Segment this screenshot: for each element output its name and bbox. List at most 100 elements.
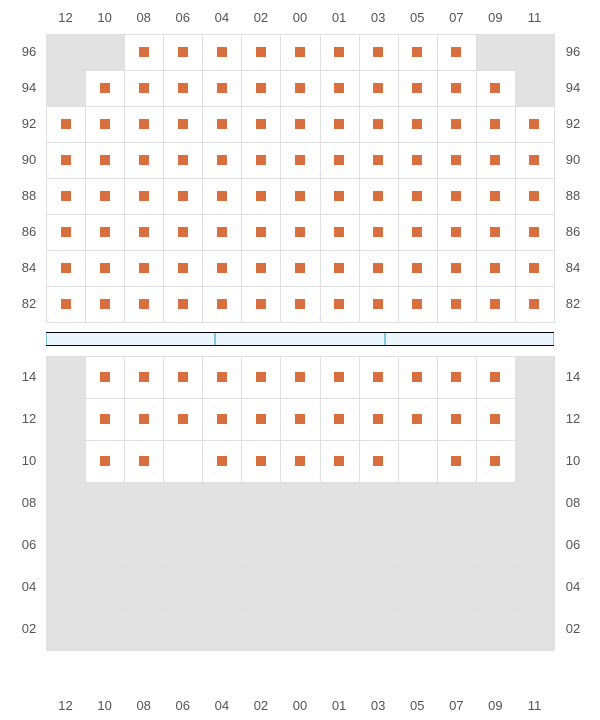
seat-marker[interactable] bbox=[373, 47, 383, 57]
seat-marker[interactable] bbox=[217, 119, 227, 129]
seat-marker[interactable] bbox=[334, 191, 344, 201]
seat-marker[interactable] bbox=[490, 227, 500, 237]
seat-marker[interactable] bbox=[295, 456, 305, 466]
seat-marker[interactable] bbox=[295, 263, 305, 273]
seat-marker[interactable] bbox=[451, 414, 461, 424]
seat-marker[interactable] bbox=[373, 456, 383, 466]
seat-marker[interactable] bbox=[178, 227, 188, 237]
seat-marker[interactable] bbox=[100, 456, 110, 466]
seat-marker[interactable] bbox=[61, 155, 71, 165]
seat-marker[interactable] bbox=[490, 372, 500, 382]
seat-marker[interactable] bbox=[178, 263, 188, 273]
seat-marker[interactable] bbox=[100, 299, 110, 309]
seat-marker[interactable] bbox=[178, 191, 188, 201]
seat-marker[interactable] bbox=[295, 47, 305, 57]
seat-marker[interactable] bbox=[100, 227, 110, 237]
seat-marker[interactable] bbox=[334, 263, 344, 273]
seat-marker[interactable] bbox=[217, 456, 227, 466]
seat-marker[interactable] bbox=[451, 191, 461, 201]
seat-marker[interactable] bbox=[256, 263, 266, 273]
seat-marker[interactable] bbox=[334, 155, 344, 165]
seat-marker[interactable] bbox=[529, 227, 539, 237]
seat-marker[interactable] bbox=[139, 456, 149, 466]
seat-marker[interactable] bbox=[412, 414, 422, 424]
seat-marker[interactable] bbox=[295, 299, 305, 309]
seat-marker[interactable] bbox=[178, 119, 188, 129]
seat-marker[interactable] bbox=[178, 414, 188, 424]
seat-marker[interactable] bbox=[412, 263, 422, 273]
seat-marker[interactable] bbox=[256, 299, 266, 309]
seat-marker[interactable] bbox=[373, 119, 383, 129]
seat-marker[interactable] bbox=[217, 83, 227, 93]
seat-marker[interactable] bbox=[139, 47, 149, 57]
seat-marker[interactable] bbox=[451, 456, 461, 466]
seat-marker[interactable] bbox=[61, 119, 71, 129]
seat-marker[interactable] bbox=[256, 372, 266, 382]
seat-marker[interactable] bbox=[373, 191, 383, 201]
seat-marker[interactable] bbox=[412, 227, 422, 237]
seat-marker[interactable] bbox=[451, 47, 461, 57]
seat-marker[interactable] bbox=[373, 372, 383, 382]
seat-marker[interactable] bbox=[139, 263, 149, 273]
seat-marker[interactable] bbox=[256, 83, 266, 93]
seat-marker[interactable] bbox=[295, 119, 305, 129]
seat-marker[interactable] bbox=[256, 414, 266, 424]
seat-marker[interactable] bbox=[100, 83, 110, 93]
seat-marker[interactable] bbox=[139, 299, 149, 309]
seat-marker[interactable] bbox=[139, 414, 149, 424]
seat-marker[interactable] bbox=[217, 414, 227, 424]
seat-marker[interactable] bbox=[529, 119, 539, 129]
seat-marker[interactable] bbox=[217, 47, 227, 57]
seat-marker[interactable] bbox=[295, 191, 305, 201]
seat-marker[interactable] bbox=[217, 263, 227, 273]
seat-marker[interactable] bbox=[256, 47, 266, 57]
seat-marker[interactable] bbox=[256, 191, 266, 201]
seat-marker[interactable] bbox=[490, 155, 500, 165]
seat-marker[interactable] bbox=[490, 119, 500, 129]
seat-marker[interactable] bbox=[451, 227, 461, 237]
seat-marker[interactable] bbox=[490, 456, 500, 466]
seat-marker[interactable] bbox=[451, 119, 461, 129]
seat-marker[interactable] bbox=[139, 372, 149, 382]
seat-marker[interactable] bbox=[256, 227, 266, 237]
seat-marker[interactable] bbox=[412, 83, 422, 93]
seat-marker[interactable] bbox=[373, 155, 383, 165]
seat-marker[interactable] bbox=[412, 155, 422, 165]
seat-marker[interactable] bbox=[61, 191, 71, 201]
seat-marker[interactable] bbox=[529, 299, 539, 309]
seat-marker[interactable] bbox=[451, 263, 461, 273]
seat-marker[interactable] bbox=[295, 155, 305, 165]
seat-marker[interactable] bbox=[490, 83, 500, 93]
seat-marker[interactable] bbox=[373, 299, 383, 309]
seat-marker[interactable] bbox=[100, 372, 110, 382]
seat-marker[interactable] bbox=[217, 155, 227, 165]
seat-marker[interactable] bbox=[373, 263, 383, 273]
seat-marker[interactable] bbox=[256, 119, 266, 129]
seat-marker[interactable] bbox=[100, 263, 110, 273]
seat-marker[interactable] bbox=[412, 47, 422, 57]
seat-marker[interactable] bbox=[490, 414, 500, 424]
seat-marker[interactable] bbox=[217, 372, 227, 382]
seat-marker[interactable] bbox=[334, 456, 344, 466]
seat-marker[interactable] bbox=[139, 227, 149, 237]
seat-marker[interactable] bbox=[451, 299, 461, 309]
seat-marker[interactable] bbox=[139, 191, 149, 201]
seat-marker[interactable] bbox=[295, 414, 305, 424]
seat-marker[interactable] bbox=[139, 119, 149, 129]
seat-marker[interactable] bbox=[334, 227, 344, 237]
seat-marker[interactable] bbox=[373, 227, 383, 237]
seat-marker[interactable] bbox=[61, 263, 71, 273]
seat-marker[interactable] bbox=[334, 83, 344, 93]
seat-marker[interactable] bbox=[490, 299, 500, 309]
seat-marker[interactable] bbox=[178, 299, 188, 309]
seat-marker[interactable] bbox=[529, 155, 539, 165]
seat-marker[interactable] bbox=[217, 227, 227, 237]
seat-marker[interactable] bbox=[100, 191, 110, 201]
seat-marker[interactable] bbox=[61, 299, 71, 309]
seat-marker[interactable] bbox=[139, 83, 149, 93]
seat-marker[interactable] bbox=[451, 372, 461, 382]
seat-marker[interactable] bbox=[256, 155, 266, 165]
seat-marker[interactable] bbox=[178, 155, 188, 165]
seat-marker[interactable] bbox=[295, 83, 305, 93]
seat-marker[interactable] bbox=[451, 83, 461, 93]
